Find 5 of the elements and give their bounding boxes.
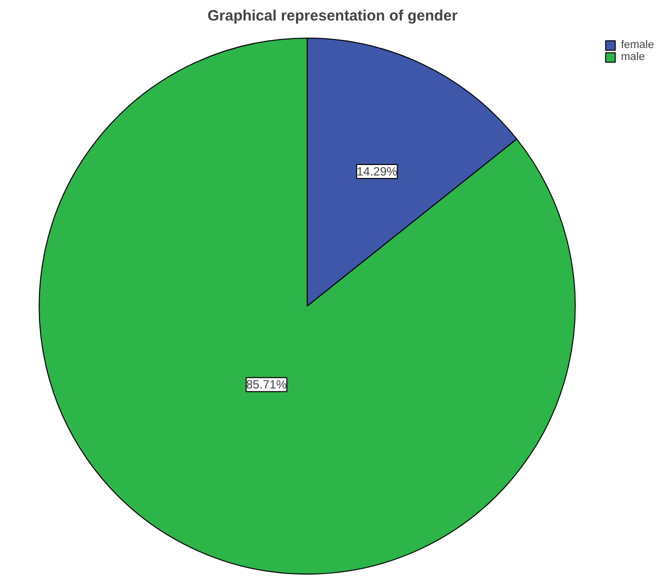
legend-label: male: [620, 51, 645, 63]
data-label: 85.71%: [246, 378, 288, 392]
data-label: 14.29%: [356, 164, 398, 179]
legend-label: female: [620, 39, 654, 51]
chart-title: Graphical representation of gender: [207, 8, 458, 24]
